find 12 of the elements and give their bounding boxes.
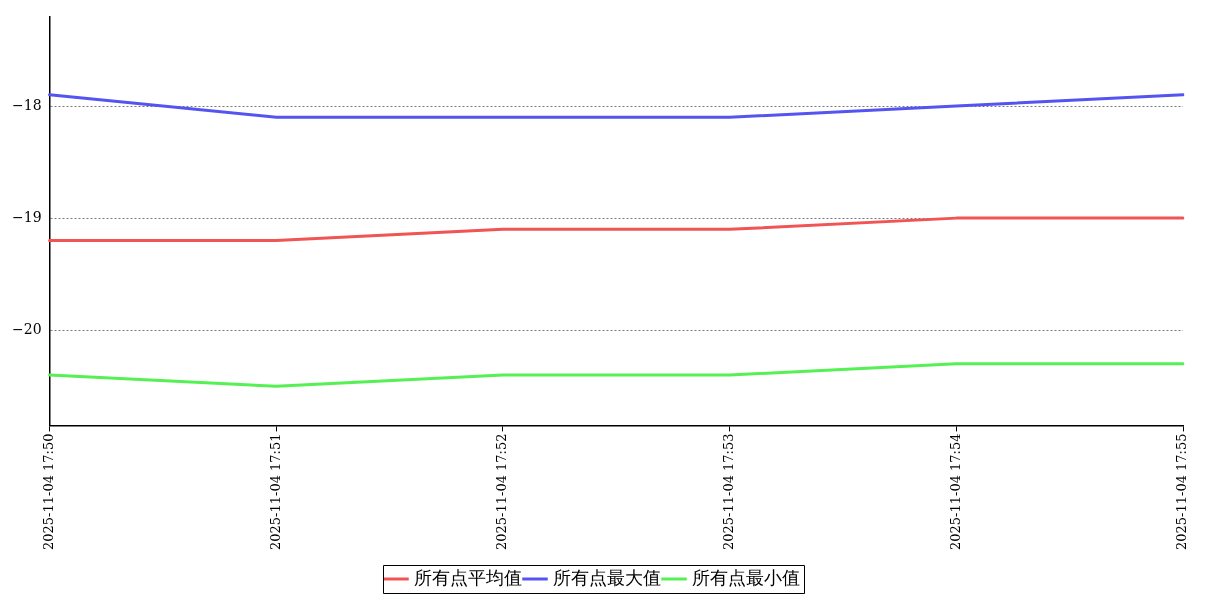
legend-label: 所有点最小值	[692, 566, 800, 588]
y-tick-label: −18	[12, 96, 42, 113]
x-tick-label: 2025-11-04 17:52	[494, 433, 510, 551]
legend-label: 所有点最大值	[553, 566, 661, 588]
y-tick-label: −20	[12, 320, 42, 337]
x-tick-label: 2025-11-04 17:54	[947, 433, 963, 551]
x-tick-label: 2025-11-04 17:53	[720, 433, 736, 551]
x-tick-label: 2025-11-04 17:55	[1174, 433, 1190, 551]
y-tick-label: −19	[12, 208, 42, 225]
x-tick-label: 2025-11-04 17:51	[267, 433, 283, 551]
legend-label: 所有点平均值	[414, 566, 522, 588]
x-tick-label: 2025-11-04 17:50	[40, 433, 56, 551]
